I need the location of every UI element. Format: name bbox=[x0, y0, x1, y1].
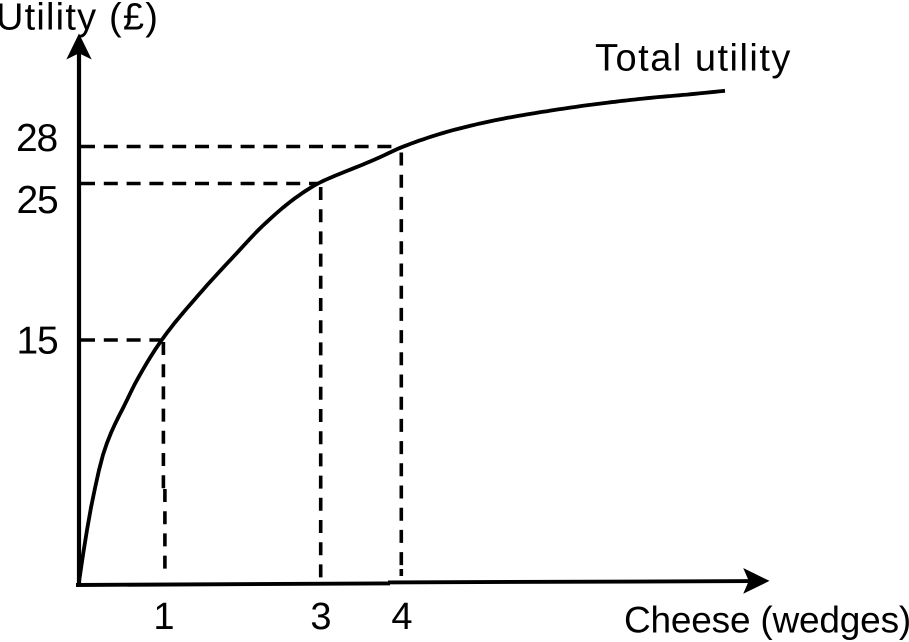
svg-text:1: 1 bbox=[153, 596, 174, 638]
svg-text:Total utility: Total utility bbox=[595, 38, 792, 80]
svg-text:4: 4 bbox=[391, 596, 412, 638]
svg-text:28: 28 bbox=[16, 117, 57, 160]
svg-text:25: 25 bbox=[17, 179, 58, 222]
svg-text:Utility (£): Utility (£) bbox=[0, 0, 159, 38]
svg-text:Cheese (wedges): Cheese (wedges) bbox=[624, 600, 909, 641]
svg-text:15: 15 bbox=[17, 320, 58, 363]
svg-text:3: 3 bbox=[310, 596, 331, 638]
